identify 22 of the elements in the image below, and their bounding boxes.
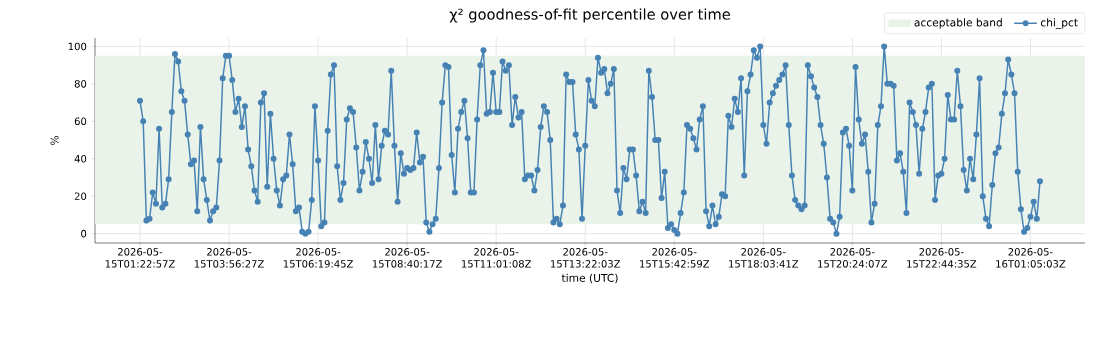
x-tick-label: 2026-05-15T11:01:08Z: [462, 248, 532, 268]
x-tick-label: 2026-05-15T08:40:17Z: [372, 248, 442, 268]
x-tick-label: 2026-05-15T06:19:45Z: [283, 248, 353, 268]
x-tick-label: 2026-05-15T22:44:35Z: [907, 248, 977, 268]
x-axis-title: time (UTC): [561, 273, 618, 284]
x-tick-label: 2026-05-15T15:42:59Z: [640, 248, 710, 268]
y-tick-label: 80: [74, 80, 87, 88]
y-tick-label: 20: [74, 192, 87, 200]
x-tick-label: 2026-05-15T01:22:57Z: [105, 248, 175, 268]
y-tick-label: 40: [74, 154, 87, 163]
y-tick-label: 100: [68, 42, 87, 51]
legend-label: acceptable band: [914, 18, 1002, 29]
y-tick-label: 0: [81, 229, 87, 238]
x-tick-label: 2026-05-16T01:05:03Z: [996, 248, 1066, 268]
x-tick-label: 2026-05-15T03:56:27Z: [194, 248, 264, 268]
y-axis-title: %: [50, 136, 59, 145]
y-tick-label: 60: [74, 117, 87, 126]
chart-title: χ² goodness-of-fit percentile over time: [449, 8, 730, 23]
legend-label: chi_pct: [1040, 18, 1078, 29]
x-tick-label: 2026-05-15T18:03:41Z: [729, 248, 799, 268]
x-tick-label: 2026-05-15T20:24:07Z: [818, 248, 888, 268]
x-tick-label: 2026-05-15T13:22:03Z: [551, 248, 621, 268]
